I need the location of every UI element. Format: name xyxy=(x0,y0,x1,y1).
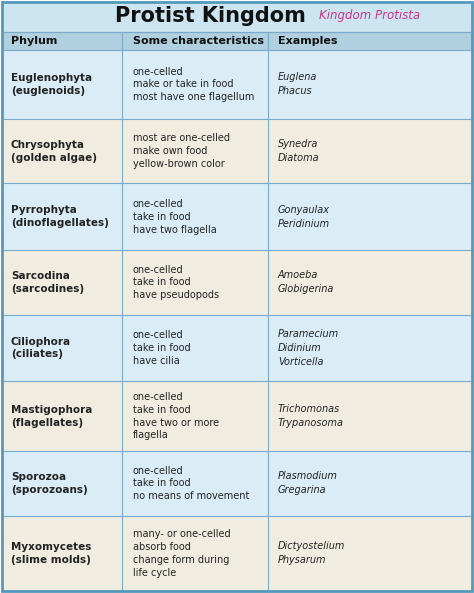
Bar xyxy=(2,314,472,381)
Text: one-celled
take in food
have cilia: one-celled take in food have cilia xyxy=(133,330,191,366)
Bar xyxy=(2,250,472,314)
Text: Synedra
Diatoma: Synedra Diatoma xyxy=(278,139,319,163)
Text: most are one-celled
make own food
yellow-brown color: most are one-celled make own food yellow… xyxy=(133,133,230,169)
Bar xyxy=(2,183,472,250)
Bar xyxy=(2,1,472,32)
Text: Mastigophora
(flagellates): Mastigophora (flagellates) xyxy=(11,405,92,428)
Text: Pyrrophyta
(dinoflagellates): Pyrrophyta (dinoflagellates) xyxy=(11,205,109,228)
Text: Euglenophyta
(euglenoids): Euglenophyta (euglenoids) xyxy=(11,73,92,96)
Text: Sarcodina
(sarcodines): Sarcodina (sarcodines) xyxy=(11,271,84,294)
Text: one-celled
take in food
have pseudopods: one-celled take in food have pseudopods xyxy=(133,264,219,300)
Text: Examples: Examples xyxy=(278,36,337,46)
Text: Gonyaulax
Peridinium: Gonyaulax Peridinium xyxy=(278,205,330,229)
Bar xyxy=(2,516,472,591)
Text: Chrysophyta
(golden algae): Chrysophyta (golden algae) xyxy=(11,140,97,162)
Text: Dictyostelium
Physarum: Dictyostelium Physarum xyxy=(278,541,346,565)
Text: Ciliophora
(ciliates): Ciliophora (ciliates) xyxy=(11,336,71,359)
Text: Phylum: Phylum xyxy=(11,36,57,46)
Text: one-celled
take in food
have two flagella: one-celled take in food have two flagell… xyxy=(133,199,217,234)
Text: Sporozoa
(sporozoans): Sporozoa (sporozoans) xyxy=(11,472,88,495)
Text: Euglena
Phacus: Euglena Phacus xyxy=(278,72,318,97)
Text: Kingdom Protista: Kingdom Protista xyxy=(319,9,420,23)
Text: Protist Kingdom: Protist Kingdom xyxy=(115,6,305,26)
Bar xyxy=(2,381,472,451)
Text: Trichomonas
Trypanosoma: Trichomonas Trypanosoma xyxy=(278,404,344,428)
Text: one-celled
take in food
no means of movement: one-celled take in food no means of move… xyxy=(133,466,249,501)
Text: Paramecium
Didinium
Vorticella: Paramecium Didinium Vorticella xyxy=(278,329,339,367)
Text: Amoeba
Globigerina: Amoeba Globigerina xyxy=(278,270,334,294)
Text: Some characteristics: Some characteristics xyxy=(133,36,264,46)
Bar xyxy=(2,32,472,50)
Text: Plasmodium
Gregarina: Plasmodium Gregarina xyxy=(278,471,338,495)
Text: many- or one-celled
absorb food
change form during
life cycle: many- or one-celled absorb food change f… xyxy=(133,529,231,578)
Bar xyxy=(2,451,472,516)
Text: one-celled
make or take in food
most have one flagellum: one-celled make or take in food most hav… xyxy=(133,66,255,102)
Text: one-celled
take in food
have two or more
flagella: one-celled take in food have two or more… xyxy=(133,392,219,441)
Bar xyxy=(2,50,472,119)
Text: Myxomycetes
(slime molds): Myxomycetes (slime molds) xyxy=(11,542,91,565)
Bar xyxy=(2,119,472,183)
